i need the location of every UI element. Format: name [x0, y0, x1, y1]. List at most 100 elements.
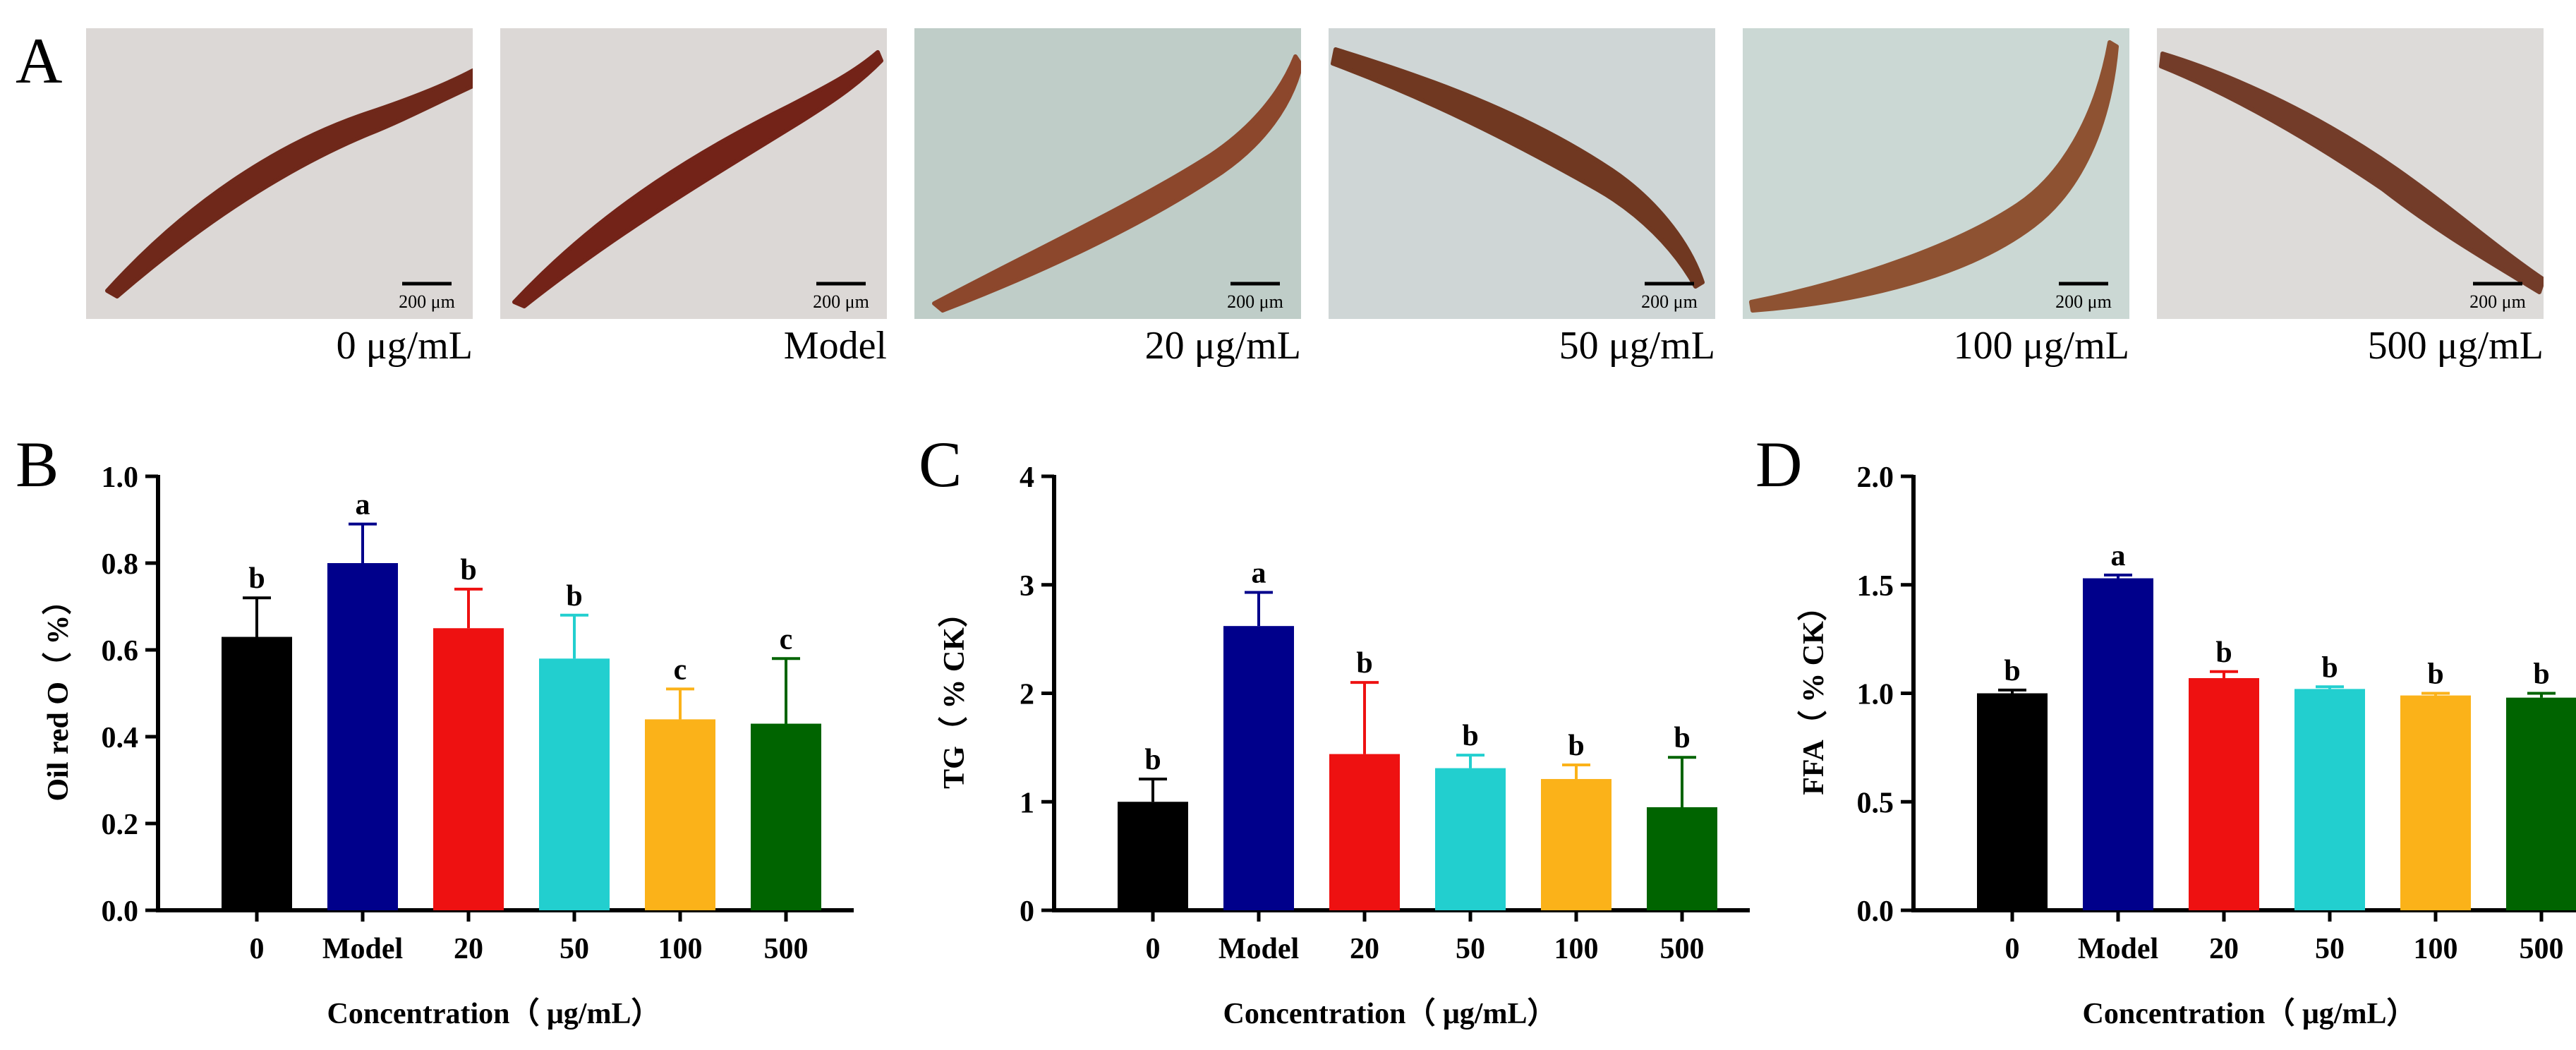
significance-label: b — [248, 562, 265, 595]
worm-photo-svg: 200 μm — [2157, 28, 2544, 319]
bar — [1541, 778, 1611, 910]
y-tick-label: 1.0 — [1857, 679, 1894, 711]
significance-label: a — [1252, 557, 1266, 590]
y-tick-label: 1.5 — [1857, 570, 1894, 603]
y-tick-label: 2 — [1020, 679, 1034, 711]
photo-background — [914, 28, 1301, 319]
y-axis-label: Oil red O（ %） — [42, 585, 75, 801]
x-tick-label: 50 — [2315, 933, 2345, 965]
worm-body — [105, 68, 473, 298]
x-tick-label: 20 — [454, 933, 483, 965]
x-tick-label: 20 — [2209, 933, 2239, 965]
x-tick-label: 50 — [560, 933, 589, 965]
worm-photo: 200 μm — [500, 28, 887, 319]
panel-label-c: C — [919, 428, 962, 500]
y-tick-label: 0.0 — [1857, 895, 1894, 928]
y-tick-label: 1 — [1020, 787, 1034, 819]
x-tick-label: 20 — [1350, 933, 1379, 965]
x-tick-label: 100 — [2414, 933, 2458, 965]
bar — [2189, 677, 2259, 910]
y-tick-label: 0.4 — [102, 722, 139, 754]
chart-ffa: 0.0 0.5 1.0 1.5 2.0 FFA（ % CK） b 0 a Model b 20 b 50 b… — [1797, 452, 2576, 1050]
x-tick-label: Model — [1219, 933, 1299, 965]
x-axis-label: Concentration（ μg/mL） — [327, 997, 661, 1030]
worm-photo-svg: 200 μm — [1743, 28, 2129, 319]
photo-caption: 100 μg/mL — [1953, 324, 2129, 368]
y-tick-label: 0.2 — [102, 809, 139, 841]
y-tick-label: 0 — [1020, 895, 1034, 928]
x-tick-label: 0 — [1146, 933, 1161, 965]
scale-bar-label: 200 μm — [399, 291, 455, 312]
chart-svg: 0.0 0.2 0.4 0.6 0.8 1.0 Oil red O（ %） b 0 a Model b… — [42, 461, 854, 1030]
photo-caption: 20 μg/mL — [1144, 324, 1301, 368]
significance-label: a — [356, 489, 370, 521]
bar — [327, 563, 398, 910]
bar — [2294, 689, 2365, 910]
worm-photo-svg: 200 μm — [914, 28, 1301, 319]
bar — [433, 628, 504, 910]
panel-label-a: A — [16, 25, 63, 97]
scale-bar-label: 200 μm — [2055, 291, 2112, 312]
worm-photo-svg: 200 μm — [500, 28, 887, 319]
worm-photo-svg: 200 μm — [86, 28, 473, 319]
significance-label: c — [780, 623, 793, 656]
photo-caption: 50 μg/mL — [1559, 324, 1715, 368]
bar — [751, 723, 821, 910]
bar — [2400, 695, 2471, 910]
y-tick-label: 4 — [1020, 461, 1034, 494]
y-tick-label: 0.0 — [102, 895, 139, 928]
y-axis-label: TG（ % CK） — [938, 598, 971, 789]
bar — [1435, 768, 1506, 910]
significance-label: c — [674, 653, 687, 686]
y-tick-label: 0.8 — [102, 548, 139, 581]
significance-label: b — [1144, 744, 1161, 776]
bar — [2083, 578, 2153, 910]
x-tick-label: 100 — [1554, 933, 1599, 965]
significance-label: b — [1462, 720, 1478, 752]
bar — [222, 636, 292, 910]
worm-photo: 200 μm — [2157, 28, 2544, 319]
scale-bar-label: 200 μm — [813, 291, 869, 312]
worm-body — [932, 54, 1301, 313]
significance-label: b — [2215, 636, 2232, 669]
worm-photo-svg: 200 μm — [1329, 28, 1715, 319]
panel-label-d: D — [1755, 428, 1803, 500]
significance-label: b — [1356, 647, 1372, 680]
x-tick-label: 50 — [1456, 933, 1485, 965]
x-axis-label: Concentration（ μg/mL） — [2083, 997, 2417, 1030]
significance-label: b — [2004, 655, 2020, 687]
significance-label: b — [460, 554, 476, 586]
worm-photo: 200 μm — [1743, 28, 2129, 319]
bar — [1329, 754, 1400, 910]
bar — [1223, 626, 1294, 910]
x-tick-label: 100 — [658, 933, 703, 965]
x-tick-label: Model — [2078, 933, 2158, 965]
photo-caption: 500 μg/mL — [2367, 324, 2544, 368]
y-tick-label: 2.0 — [1857, 461, 1894, 494]
y-tick-label: 0.6 — [102, 635, 139, 668]
worm-body — [1331, 47, 1705, 289]
bar — [1647, 807, 1717, 910]
x-tick-label: 500 — [1660, 933, 1705, 965]
panel-label-b: B — [16, 428, 59, 500]
chart-svg: 0 1 2 3 4 TG（ % CK） b 0 a Model b 20 b 50 b 100 b 500 Conc… — [938, 461, 1750, 1030]
worm-body — [512, 50, 883, 308]
scale-bar-label: 200 μm — [1641, 291, 1698, 312]
significance-label: b — [2533, 658, 2549, 691]
photo-caption: Model — [783, 324, 887, 368]
x-tick-label: 0 — [2005, 933, 2020, 965]
chart-oil-red-o: 0.0 0.2 0.4 0.6 0.8 1.0 Oil red O（ %） b 0 a Model b… — [42, 452, 854, 1050]
worm-body — [2159, 52, 2544, 294]
y-tick-label: 1.0 — [102, 461, 139, 494]
y-axis-label: FFA（ % CK） — [1797, 591, 1830, 795]
worm-photo: 200 μm — [914, 28, 1301, 319]
worm-photo: 200 μm — [86, 28, 473, 319]
bar — [1118, 802, 1188, 910]
y-tick-label: 0.5 — [1857, 787, 1894, 819]
bar — [645, 719, 715, 910]
worm-photo: 200 μm — [1329, 28, 1715, 319]
worm-body — [1749, 40, 2119, 313]
significance-label: b — [1568, 730, 1584, 762]
y-tick-label: 3 — [1020, 570, 1034, 603]
chart-tg: 0 1 2 3 4 TG（ % CK） b 0 a Model b 20 b 50 b 100 b 500 Conc… — [938, 452, 1750, 1050]
